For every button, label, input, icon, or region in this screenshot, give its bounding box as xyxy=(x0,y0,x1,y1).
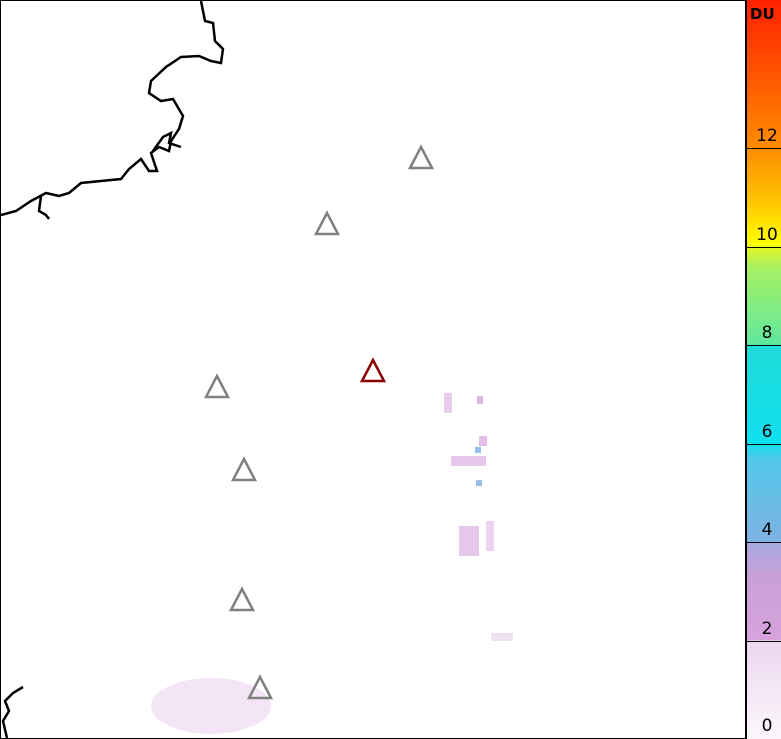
volcano-icon[interactable] xyxy=(228,586,256,612)
coastline xyxy=(37,195,50,220)
colorbar-tick-label: 12 xyxy=(756,126,778,146)
volcano-icon[interactable] xyxy=(203,373,231,399)
colorbar: DU 0 2 4 6 8 10 12 xyxy=(745,0,781,739)
volcano-icon[interactable] xyxy=(407,144,435,170)
map-view[interactable] xyxy=(0,0,746,739)
colorbar-tick-label: 0 xyxy=(761,716,773,736)
volcano-icon[interactable] xyxy=(313,210,341,236)
colorbar-tick xyxy=(747,443,781,445)
colorbar-tick-label: 2 xyxy=(761,618,773,639)
coastline xyxy=(1,1,225,217)
so2-pixels xyxy=(151,393,513,734)
colorbar-tick xyxy=(747,246,781,248)
colorbar-tick-label: 6 xyxy=(761,421,773,442)
colorbar-unit: DU xyxy=(750,5,775,23)
colorbar-tick-label: 4 xyxy=(761,520,773,540)
coastline xyxy=(151,130,182,152)
volcano-icon[interactable] xyxy=(246,674,274,700)
coastline xyxy=(1,685,24,738)
active-volcano-icon[interactable] xyxy=(359,357,387,383)
colorbar-tick xyxy=(747,542,781,543)
colorbar-tick-label: 8 xyxy=(761,323,773,343)
colorbar-tick xyxy=(747,148,781,149)
map-layer xyxy=(1,1,513,738)
colorbar-tick xyxy=(747,640,781,642)
colorbar-tick xyxy=(747,345,781,346)
colorbar-tick-label: 10 xyxy=(756,224,778,245)
volcano-icon[interactable] xyxy=(230,456,258,482)
